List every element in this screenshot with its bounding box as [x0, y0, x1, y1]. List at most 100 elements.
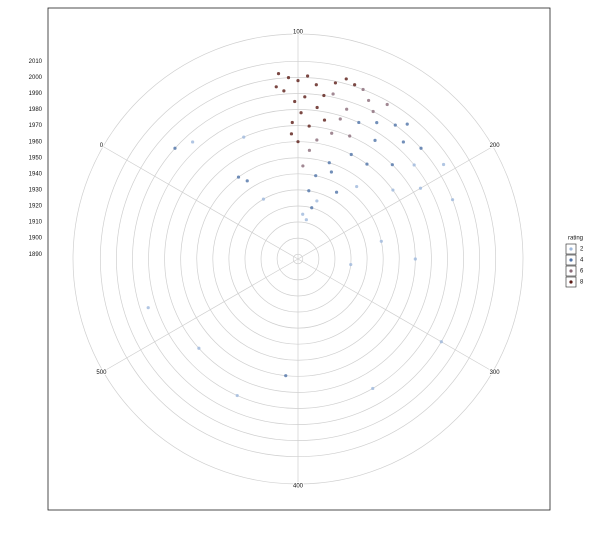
point [289, 132, 294, 136]
legend-swatch [569, 258, 573, 262]
y-tick-label: 1970 [29, 123, 43, 129]
point [355, 184, 359, 189]
point [329, 170, 334, 174]
point [261, 197, 266, 201]
legend-swatch [569, 280, 573, 284]
point [353, 83, 357, 87]
point [338, 117, 342, 121]
point [366, 98, 371, 103]
point [235, 393, 239, 398]
point [371, 109, 375, 114]
point [296, 79, 300, 83]
x-tick-label: 500 [96, 370, 107, 376]
point [315, 105, 319, 110]
legend-label: 8 [580, 280, 584, 286]
point [371, 386, 375, 391]
point [365, 162, 369, 166]
point [236, 175, 241, 179]
point [191, 140, 195, 144]
grid-spoke [102, 146, 299, 260]
x-tick-label: 200 [490, 143, 501, 149]
y-tick-label: 2010 [29, 59, 43, 65]
point [349, 262, 353, 267]
point [290, 120, 294, 125]
point [373, 138, 377, 142]
point [307, 189, 311, 193]
point [345, 107, 349, 111]
point [276, 71, 281, 76]
y-tick-label: 1940 [29, 171, 43, 177]
point [361, 87, 365, 92]
plot-frame [47, 7, 551, 511]
point [314, 83, 318, 87]
legend-label: 4 [580, 258, 584, 264]
point [391, 188, 395, 192]
point [310, 206, 314, 210]
point [301, 212, 305, 216]
point [385, 102, 389, 107]
point [322, 93, 326, 98]
point [390, 163, 394, 167]
y-tick-label: 1890 [29, 252, 43, 258]
point [299, 111, 303, 115]
x-tick-label: 0 [100, 143, 104, 149]
point [379, 239, 383, 243]
legend-label: 6 [580, 269, 584, 275]
point [334, 190, 339, 194]
point [413, 257, 417, 261]
point [304, 218, 308, 222]
point [305, 74, 310, 78]
point [412, 163, 416, 167]
grid-spoke [102, 258, 299, 372]
legend-swatch [569, 269, 573, 273]
point [439, 340, 443, 344]
point [419, 146, 423, 150]
y-tick-label: 1930 [29, 187, 43, 193]
point [303, 95, 307, 99]
point [348, 134, 352, 138]
point [322, 118, 327, 122]
point [327, 161, 331, 165]
y-tick-label: 2000 [29, 75, 43, 81]
point [274, 85, 278, 89]
point [296, 140, 300, 144]
y-tick-label: 1920 [29, 204, 43, 210]
legend-label: 2 [580, 247, 584, 253]
point [357, 120, 361, 125]
grid-spoke [297, 258, 494, 372]
y-tick-label: 1990 [29, 91, 43, 97]
point [282, 89, 286, 93]
point [333, 81, 338, 85]
point [315, 138, 319, 142]
point [315, 199, 319, 203]
legend-swatch [569, 247, 573, 251]
point [330, 131, 334, 135]
point [441, 162, 446, 167]
x-tick-label: 300 [490, 370, 501, 376]
x-tick-label: 100 [293, 30, 304, 36]
point [349, 152, 353, 157]
point [173, 146, 177, 150]
point [401, 140, 405, 144]
point [307, 124, 311, 128]
grid-spoke [297, 146, 494, 260]
point [393, 123, 397, 127]
y-tick-label: 1900 [29, 236, 43, 242]
point [245, 179, 249, 183]
point [197, 346, 201, 350]
x-tick-label: 400 [293, 484, 304, 490]
point [331, 92, 335, 96]
y-tick-label: 1960 [29, 139, 43, 145]
point [344, 77, 348, 81]
point [450, 198, 455, 202]
point [301, 164, 305, 168]
point [307, 148, 312, 152]
point [405, 122, 409, 126]
point [293, 99, 297, 104]
legend-title: rating [568, 236, 583, 242]
y-tick-label: 1910 [29, 220, 43, 226]
point [146, 306, 150, 310]
y-tick-label: 1950 [29, 155, 43, 161]
